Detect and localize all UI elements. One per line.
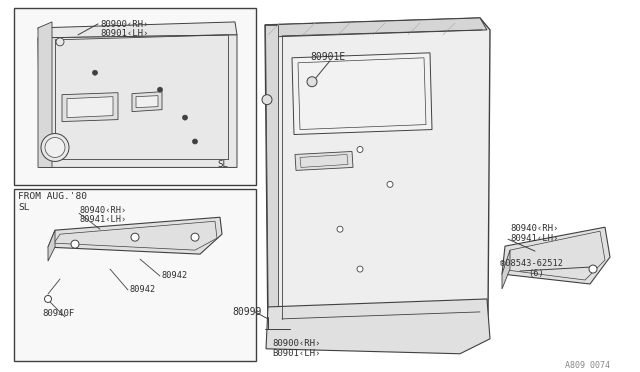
Bar xyxy=(14,189,256,361)
Circle shape xyxy=(71,240,79,248)
Text: B0901‹LH›: B0901‹LH› xyxy=(272,349,321,358)
Circle shape xyxy=(45,295,51,302)
Polygon shape xyxy=(295,151,353,170)
Circle shape xyxy=(387,182,393,187)
Text: 80900‹RH›: 80900‹RH› xyxy=(100,20,148,29)
Polygon shape xyxy=(266,299,490,354)
Polygon shape xyxy=(502,250,510,289)
Text: 80999: 80999 xyxy=(232,307,261,317)
Polygon shape xyxy=(265,25,278,339)
Polygon shape xyxy=(38,22,52,167)
Text: 80942: 80942 xyxy=(162,271,188,280)
Text: SL: SL xyxy=(18,203,29,212)
Circle shape xyxy=(131,233,139,241)
Text: A809 0074: A809 0074 xyxy=(565,361,610,370)
Circle shape xyxy=(307,77,317,87)
Text: 80900‹RH›: 80900‹RH› xyxy=(272,339,321,348)
Text: 80941‹LH›: 80941‹LH› xyxy=(510,234,558,243)
Polygon shape xyxy=(48,217,222,254)
Polygon shape xyxy=(136,96,158,108)
Polygon shape xyxy=(48,230,55,261)
Text: FROM AUG.'80: FROM AUG.'80 xyxy=(18,192,87,201)
Bar xyxy=(14,8,256,185)
Text: 80942: 80942 xyxy=(130,285,156,294)
Text: 80940‹RH›: 80940‹RH› xyxy=(80,206,127,215)
Polygon shape xyxy=(67,97,113,118)
Circle shape xyxy=(589,265,597,273)
Polygon shape xyxy=(132,92,162,112)
Polygon shape xyxy=(265,18,490,339)
Text: 80941‹LH›: 80941‹LH› xyxy=(80,215,127,224)
Text: 80940‹RH›: 80940‹RH› xyxy=(510,224,558,233)
Text: 80901E: 80901E xyxy=(310,52,345,62)
Polygon shape xyxy=(265,18,487,37)
Circle shape xyxy=(157,87,163,92)
Circle shape xyxy=(45,138,65,157)
Circle shape xyxy=(357,147,363,153)
Polygon shape xyxy=(502,227,610,284)
Circle shape xyxy=(41,134,69,161)
Circle shape xyxy=(357,266,363,272)
Polygon shape xyxy=(38,22,237,38)
Text: 80940F: 80940F xyxy=(42,309,74,318)
Polygon shape xyxy=(38,35,237,167)
Circle shape xyxy=(337,226,343,232)
Circle shape xyxy=(191,233,199,241)
Text: (6): (6) xyxy=(528,269,544,278)
Circle shape xyxy=(262,94,272,105)
Circle shape xyxy=(182,115,188,120)
Text: ®08543-62512: ®08543-62512 xyxy=(500,259,563,268)
Circle shape xyxy=(193,139,198,144)
Circle shape xyxy=(93,70,97,75)
Text: SL: SL xyxy=(217,160,228,169)
Polygon shape xyxy=(62,93,118,122)
Circle shape xyxy=(56,38,64,46)
Polygon shape xyxy=(292,53,432,135)
Text: 80901‹LH›: 80901‹LH› xyxy=(100,29,148,38)
